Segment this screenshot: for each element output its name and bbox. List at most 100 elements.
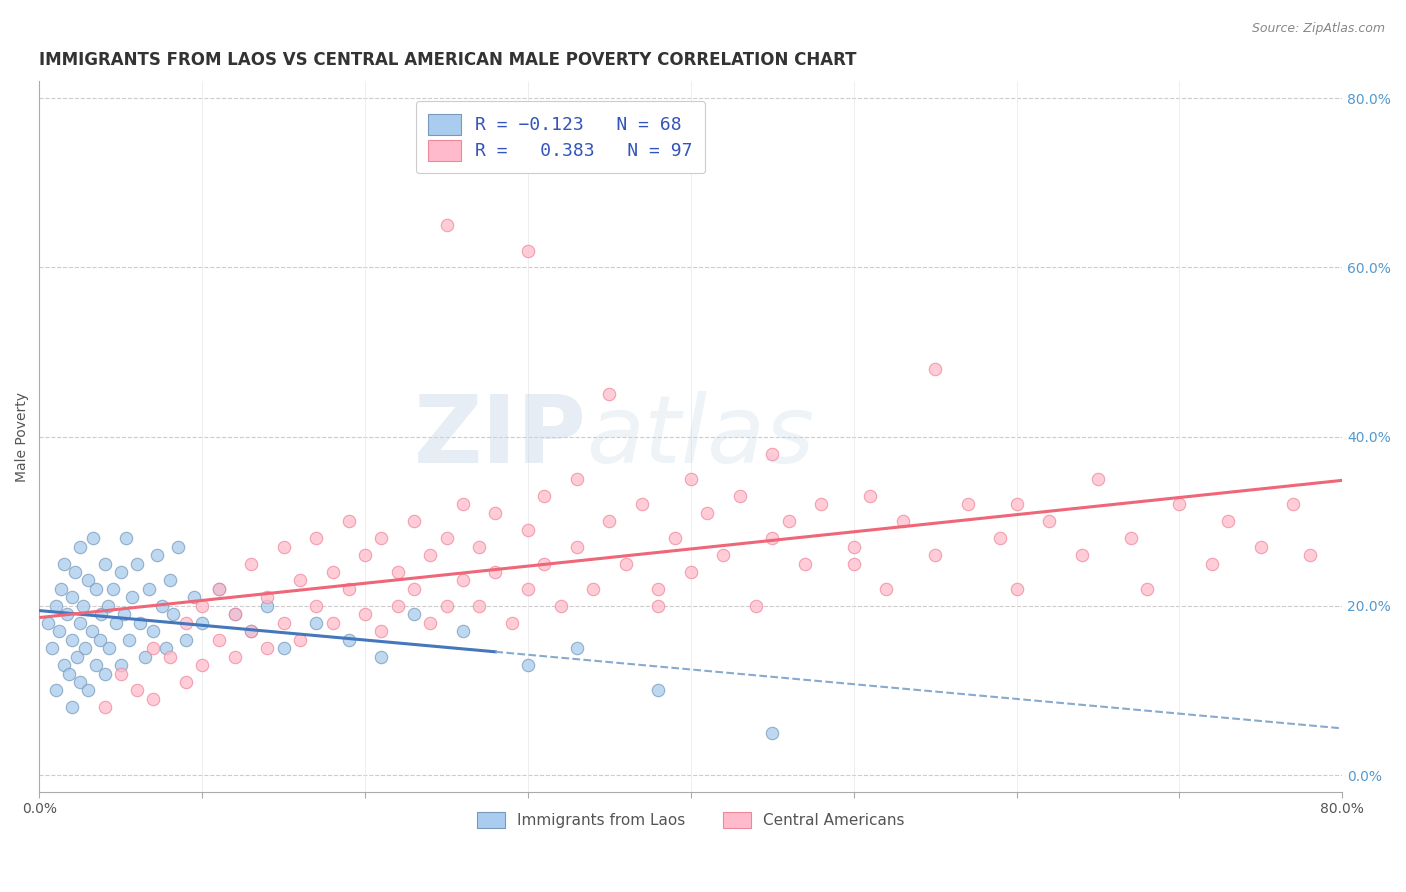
Point [224, 649, 246, 664]
Point [174, 675, 197, 690]
Point [52, 557, 75, 571]
Point [174, 632, 197, 647]
Point [56, 607, 79, 622]
Point [60, 632, 83, 647]
Point [45, 683, 67, 698]
Point [354, 607, 377, 622]
Point [891, 514, 914, 528]
Point [550, 599, 572, 613]
Point [484, 506, 506, 520]
Point [451, 624, 474, 639]
Point [402, 514, 425, 528]
Point [52, 658, 75, 673]
Point [72, 599, 94, 613]
Point [370, 649, 392, 664]
Point [713, 548, 735, 562]
Point [501, 615, 523, 630]
Point [598, 514, 620, 528]
Point [793, 557, 815, 571]
Point [69, 615, 91, 630]
Point [207, 582, 229, 596]
Point [859, 489, 882, 503]
Point [240, 624, 263, 639]
Point [134, 649, 156, 664]
Point [183, 591, 205, 605]
Point [121, 591, 143, 605]
Text: IMMIGRANTS FROM LAOS VS CENTRAL AMERICAN MALE POVERTY CORRELATION CHART: IMMIGRANTS FROM LAOS VS CENTRAL AMERICAN… [39, 51, 856, 69]
Point [93, 666, 115, 681]
Point [842, 540, 865, 554]
Text: Source: ZipAtlas.com: Source: ZipAtlas.com [1251, 22, 1385, 36]
Point [142, 692, 165, 706]
Point [761, 446, 783, 460]
Point [582, 582, 605, 596]
Point [207, 582, 229, 596]
Point [240, 557, 263, 571]
Point [66, 649, 89, 664]
Point [468, 540, 491, 554]
Point [322, 565, 344, 579]
Point [761, 725, 783, 739]
Point [129, 615, 152, 630]
Point [631, 497, 654, 511]
Point [142, 624, 165, 639]
Point [60, 700, 83, 714]
Point [77, 683, 100, 698]
Point [110, 666, 132, 681]
Point [778, 514, 800, 528]
Point [1070, 548, 1092, 562]
Point [114, 531, 136, 545]
Point [468, 599, 491, 613]
Point [138, 582, 160, 596]
Point [127, 557, 149, 571]
Point [48, 624, 70, 639]
Point [82, 531, 104, 545]
Point [166, 540, 188, 554]
Point [517, 658, 540, 673]
Point [305, 599, 328, 613]
Point [69, 540, 91, 554]
Point [337, 632, 360, 647]
Point [598, 387, 620, 401]
Point [517, 244, 540, 258]
Point [273, 641, 295, 656]
Point [484, 565, 506, 579]
Point [517, 523, 540, 537]
Point [517, 582, 540, 596]
Point [256, 599, 278, 613]
Point [354, 548, 377, 562]
Point [924, 548, 946, 562]
Point [402, 607, 425, 622]
Point [696, 506, 718, 520]
Point [80, 624, 103, 639]
Point [1038, 514, 1060, 528]
Point [162, 607, 184, 622]
Point [93, 557, 115, 571]
Point [77, 574, 100, 588]
Point [58, 666, 80, 681]
Point [224, 607, 246, 622]
Point [761, 531, 783, 545]
Point [305, 615, 328, 630]
Point [49, 582, 72, 596]
Point [305, 531, 328, 545]
Point [112, 607, 135, 622]
Point [45, 599, 67, 613]
Point [647, 599, 669, 613]
Point [451, 574, 474, 588]
Point [988, 531, 1011, 545]
Point [1218, 514, 1240, 528]
Text: atlas: atlas [586, 392, 815, 483]
Point [1087, 472, 1109, 486]
Point [679, 565, 702, 579]
Point [86, 658, 108, 673]
Y-axis label: Male Poverty: Male Poverty [15, 392, 30, 482]
Text: ZIP: ZIP [413, 391, 586, 483]
Point [256, 641, 278, 656]
Point [273, 540, 295, 554]
Point [256, 591, 278, 605]
Point [436, 599, 458, 613]
Point [322, 615, 344, 630]
Point [1250, 540, 1272, 554]
Point [387, 599, 409, 613]
